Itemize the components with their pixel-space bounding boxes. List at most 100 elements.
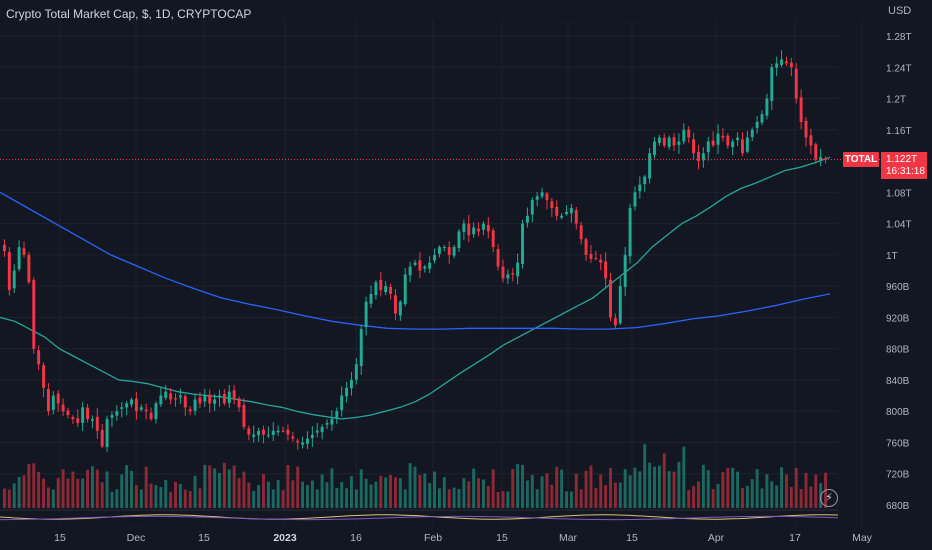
volume-bar: [310, 480, 314, 508]
candle-body: [218, 395, 221, 398]
volume-bar: [46, 487, 50, 508]
volume-bar: [589, 465, 593, 508]
candle-body: [257, 430, 261, 436]
candle-body: [369, 293, 373, 304]
volume-bar: [61, 469, 65, 508]
lightning-icon[interactable]: ⚡: [820, 489, 838, 507]
volume-bar: [364, 478, 368, 508]
volume-bar: [574, 473, 578, 508]
volume-bar: [657, 465, 661, 508]
volume-bar: [149, 483, 153, 508]
candle-body: [589, 253, 593, 259]
price-axis: 1.28T 1.24T 1.2T 1.16T 1.08T 1.04T 1T 960B 920B 8…: [886, 32, 912, 512]
candle-body: [530, 200, 534, 215]
candle-body: [149, 412, 153, 420]
candle-body: [27, 254, 31, 283]
oscillator-line: [0, 514, 839, 520]
candle-body: [281, 430, 285, 432]
volume-bar: [745, 485, 749, 508]
price-tick-label: 960B: [886, 282, 910, 293]
volume-bar: [540, 476, 544, 508]
volume-bar: [232, 465, 236, 508]
candle-body: [555, 206, 559, 216]
candle-body: [379, 279, 383, 291]
volume-bar: [271, 489, 275, 508]
candle-body: [340, 395, 344, 411]
candle-body: [692, 139, 696, 154]
price-tick-label: 1.24T: [886, 63, 912, 74]
candle-body: [814, 144, 818, 160]
candle-body: [819, 157, 823, 161]
volume-bar: [677, 461, 681, 508]
volume-bar: [701, 464, 705, 508]
candle-body: [125, 403, 129, 408]
candle-body: [384, 286, 388, 293]
volume-bar: [374, 481, 378, 508]
time-tick-label: 2023: [273, 532, 297, 544]
volume-bar: [682, 446, 686, 508]
candle-body: [154, 403, 158, 420]
volume-bar: [345, 488, 349, 508]
volume-bar: [814, 474, 818, 508]
volume-bar: [384, 477, 388, 508]
volume-bar: [706, 470, 710, 508]
candle-body: [291, 436, 295, 439]
candle-body: [76, 418, 80, 423]
volume-bar: [325, 482, 329, 508]
volume-bar: [76, 478, 80, 508]
candle-body: [535, 196, 539, 200]
candle-body: [613, 318, 617, 326]
volume-bar: [565, 491, 568, 508]
volume-bar: [521, 464, 524, 508]
candle-body: [354, 364, 358, 380]
volume-bar: [604, 485, 608, 508]
candle-body: [12, 270, 16, 289]
candle-body: [794, 68, 798, 99]
candle-body: [120, 407, 124, 409]
candle-body: [110, 415, 114, 418]
oscillator-signal-line: [0, 515, 839, 521]
candle-body: [310, 434, 314, 438]
candle-body: [457, 231, 461, 248]
volume-bar: [687, 490, 691, 508]
volume-bar: [755, 469, 759, 508]
bar-countdown: 16:31:18: [886, 166, 925, 177]
volume-bar: [716, 484, 720, 508]
candle-body: [701, 153, 705, 161]
volume-bar: [486, 485, 490, 508]
candle-body: [628, 207, 632, 257]
volume-bar: [437, 488, 441, 508]
grid: [0, 20, 863, 528]
volume-bar: [697, 481, 700, 508]
price-tick-label: 840B: [886, 376, 910, 387]
volume-bar: [222, 462, 226, 508]
volume-bar: [393, 477, 397, 508]
volume-bar: [315, 489, 319, 508]
candle-body: [789, 62, 793, 68]
candle-body: [174, 398, 177, 400]
candle-body: [755, 121, 759, 128]
price-tick-label: 880B: [886, 345, 910, 356]
candle-body: [775, 63, 779, 68]
candle-body: [42, 365, 46, 388]
volume-bar: [7, 489, 11, 508]
price-tick-label: 1.2T: [886, 95, 906, 106]
candle-body: [550, 201, 554, 208]
volume-bar: [2, 488, 6, 508]
volume-bar: [653, 466, 656, 508]
currency-label[interactable]: USD: [888, 5, 912, 17]
candle-body: [51, 395, 55, 410]
candle-body: [46, 389, 50, 412]
candle-body: [804, 120, 808, 138]
candle-body: [741, 139, 744, 154]
volume-bar: [37, 471, 41, 508]
candle-body: [481, 223, 485, 230]
volume-bar: [633, 467, 637, 508]
candle-body: [711, 140, 715, 146]
candle-body: [222, 394, 226, 404]
volume-bar: [662, 453, 666, 508]
last-price-value: 1.122T: [886, 154, 918, 165]
candle-body: [418, 260, 422, 271]
candle-body: [22, 248, 26, 255]
